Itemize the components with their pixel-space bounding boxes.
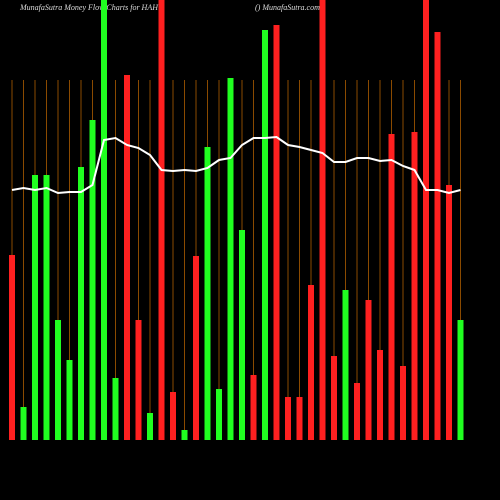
bar (239, 230, 245, 440)
bar (227, 78, 234, 440)
bar (147, 413, 153, 440)
bar (354, 383, 360, 440)
bar (124, 75, 130, 440)
bar (101, 0, 107, 440)
bar (388, 134, 395, 440)
bar (446, 185, 452, 440)
chart-title: MunafaSutra Money Flow Charts for HAH (19, 3, 159, 12)
money-flow-line (11, 135, 461, 195)
bar (204, 147, 211, 440)
bar (342, 290, 349, 440)
bar (158, 0, 165, 440)
bar (112, 378, 119, 440)
bar (66, 360, 73, 440)
bar (319, 0, 326, 440)
bar (193, 256, 199, 440)
bar (9, 255, 15, 440)
bar (457, 320, 464, 440)
bar (377, 350, 383, 440)
bar (273, 25, 280, 440)
bar (262, 30, 268, 440)
bar (20, 407, 27, 440)
bar (423, 0, 429, 440)
bar (296, 397, 303, 440)
bar (55, 320, 61, 440)
bar (89, 120, 96, 440)
bar (411, 132, 418, 440)
bar (43, 175, 50, 440)
bar (400, 366, 406, 440)
bar (250, 375, 257, 440)
chart-subtitle: () MunafaSutra.com (255, 3, 320, 12)
bar (216, 389, 222, 440)
bar (78, 167, 84, 440)
bar (135, 320, 142, 440)
bar (32, 175, 38, 440)
bar (170, 392, 176, 440)
bar (365, 300, 372, 440)
bar (434, 32, 441, 440)
bar (331, 356, 337, 440)
bar (308, 285, 314, 440)
bar (181, 430, 188, 440)
bar (285, 397, 291, 440)
